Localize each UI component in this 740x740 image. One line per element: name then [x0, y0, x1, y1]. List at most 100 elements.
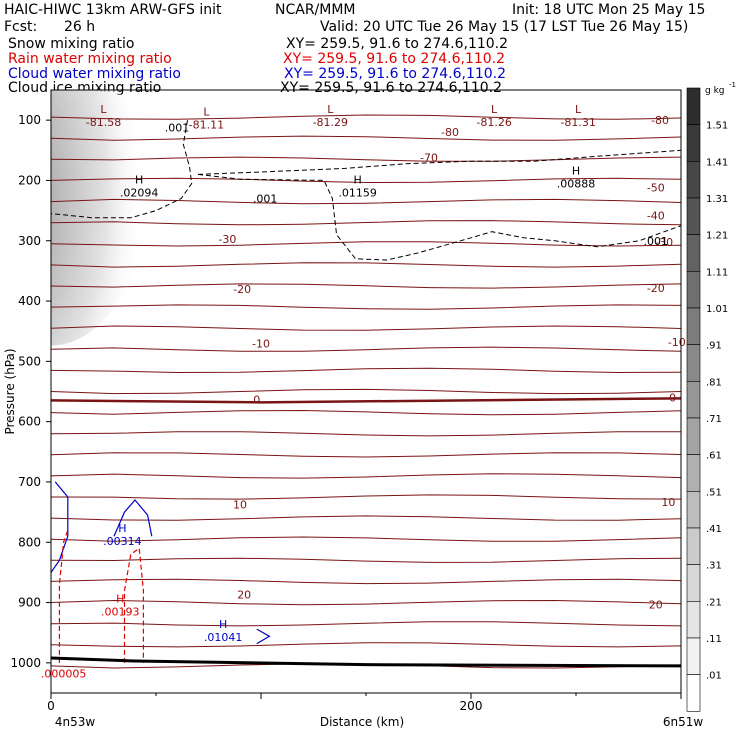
isotherm-line — [51, 663, 681, 669]
colorbar-label: .91 — [706, 341, 722, 352]
valid-time: Valid: 20 UTC Tue 26 May 15 (17 LST Tue … — [320, 19, 689, 35]
extremum-value: -81.31 — [560, 116, 595, 129]
colorbar-cell — [686, 161, 701, 199]
y-tick-label: 800 — [18, 535, 41, 549]
isotherm-line — [51, 599, 681, 606]
extremum-marker: H — [135, 174, 143, 187]
colorbar-label: .71 — [706, 414, 722, 425]
extremum-marker: H — [116, 593, 124, 606]
isotherm-line — [51, 304, 681, 310]
forecast-hour: 26 h — [64, 19, 96, 35]
isotherm-label: 20 — [237, 589, 251, 602]
colorbar-unit-exponent: -1 — [729, 81, 736, 89]
colorbar-cell — [686, 454, 701, 492]
cloud-ice-contour — [197, 149, 681, 175]
colorbar-cell — [686, 491, 701, 529]
y-tick-label: 400 — [18, 294, 41, 308]
isotherm-line — [51, 578, 681, 585]
isotherm-label: -10 — [668, 336, 686, 349]
isotherm-line — [51, 621, 681, 627]
isotherm-label: 0 — [669, 392, 676, 405]
extremum-marker: L — [100, 103, 107, 116]
rain-water-contour — [58, 530, 69, 663]
isotherm-line — [51, 388, 681, 395]
isotherm-line — [51, 325, 681, 331]
colorbar-label: 1.41 — [706, 157, 728, 168]
y-tick-label: 300 — [18, 234, 41, 248]
isotherm-line — [51, 177, 681, 184]
colorbar-unit: g kg — [705, 86, 725, 96]
colorbar-label: .31 — [706, 561, 722, 572]
colorbar-cell — [686, 307, 701, 345]
colorbar-cell — [686, 674, 701, 712]
isotherm-label: -10 — [252, 337, 270, 350]
extremum-value: .01041 — [204, 631, 243, 644]
y-tick-label: 500 — [18, 354, 41, 368]
zero-degree-isotherm — [51, 397, 681, 404]
x-tick-label: 0 — [47, 699, 55, 713]
extremum-marker: H — [353, 174, 361, 187]
extremum-value: .01159 — [338, 187, 377, 200]
colorbar-cell — [686, 234, 701, 272]
isotherm-label: -20 — [647, 282, 665, 295]
extremum-value: -81.11 — [189, 118, 224, 131]
extremum-marker: L — [203, 105, 210, 118]
isotherm-line — [51, 536, 681, 542]
y-tick-label: 200 — [18, 173, 41, 187]
extremum-value: .00193 — [101, 606, 140, 619]
contour-label: .001 — [644, 235, 669, 248]
isotherm-label: -40 — [647, 209, 665, 222]
extremum-value: .000005 — [41, 668, 87, 681]
isotherm-line — [51, 114, 681, 120]
rain-water-contour — [123, 547, 144, 663]
colorbar-label: .81 — [706, 377, 722, 388]
isotherm-line — [51, 452, 681, 458]
colorbar-label: .41 — [706, 524, 722, 535]
center-label: NCAR/MMM — [275, 2, 356, 18]
isotherm-line — [51, 262, 681, 268]
colorbar-cell — [686, 417, 701, 455]
plot-frame — [50, 89, 682, 694]
colorbar-label: .01 — [706, 671, 722, 682]
isotherm-line — [51, 220, 681, 226]
isotherm-label: 0 — [253, 393, 260, 406]
surface-line — [51, 656, 681, 668]
field-rain-xy: XY= 259.5, 91.6 to 274.6,110.2 — [283, 51, 506, 67]
extremum-marker: H — [572, 164, 580, 177]
cloud-ice-contour — [51, 120, 193, 219]
y-tick-label: 1000 — [10, 656, 41, 670]
extremum-value: -81.29 — [313, 116, 348, 129]
field-cloudwater-name: Cloud water mixing ratio — [8, 66, 181, 82]
isotherm-line — [51, 409, 681, 416]
colorbar-label: 1.11 — [706, 267, 728, 278]
x-right-endpoint: 6n51w — [663, 715, 704, 729]
field-cloudice-xy: XY= 259.5, 91.6 to 274.6,110.2 — [280, 80, 503, 96]
model-title: HAIC-HIWC 13km ARW-GFS init — [4, 2, 222, 18]
isotherm-label: -70 — [420, 152, 438, 165]
extremum-marker: L — [575, 103, 582, 116]
isotherm-label: -30 — [218, 233, 236, 246]
field-cloudwater-xy: XY= 259.5, 91.6 to 274.6,110.2 — [284, 66, 507, 82]
extremum-value: -81.58 — [86, 116, 121, 129]
isotherm-label: 10 — [661, 496, 675, 509]
isotherm-label: 20 — [649, 598, 663, 611]
field-cloudice-name: Cloud ice mixing ratio — [8, 80, 162, 96]
isotherm-label: -30 — [655, 236, 673, 249]
colorbar-cell — [686, 124, 701, 162]
colorbar-cell — [686, 381, 701, 419]
extremum-marker: L — [491, 103, 498, 116]
isotherm-line — [51, 515, 681, 521]
cloud-water-contour — [113, 499, 153, 537]
isotherm-label: -80 — [441, 126, 459, 139]
colorbar-label: 1.51 — [706, 121, 728, 132]
forecast-label: Fcst: — [4, 19, 38, 35]
isotherm-label: -50 — [647, 182, 665, 195]
y-tick-label: 900 — [18, 596, 41, 610]
field-rain-name: Rain water mixing ratio — [8, 51, 172, 67]
colorbar-cell — [686, 564, 701, 602]
colorbar-cell — [686, 344, 701, 382]
y-tick-label: 100 — [18, 113, 41, 127]
extremum-marker: H — [219, 618, 227, 631]
extremum-marker: L — [327, 103, 334, 116]
